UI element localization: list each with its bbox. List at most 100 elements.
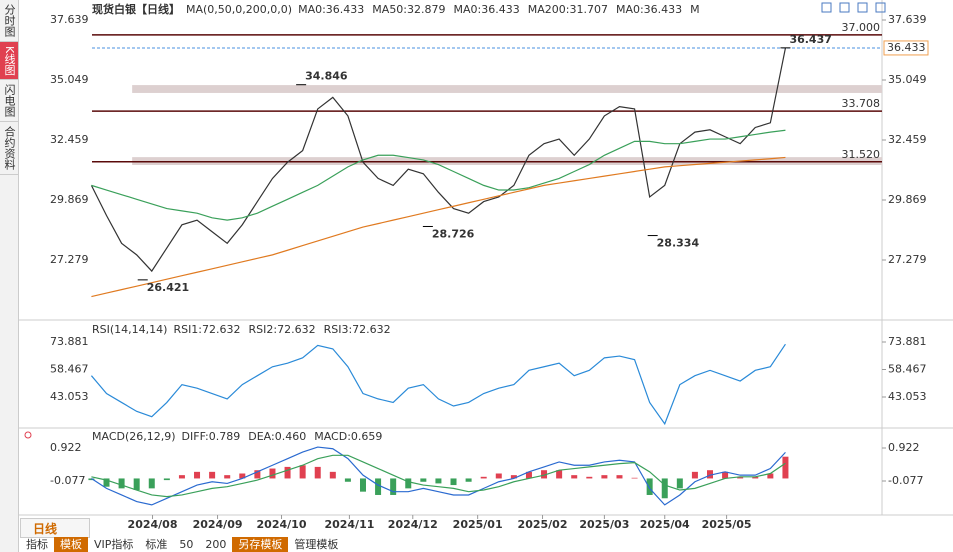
legend-item: DEA:0.460 xyxy=(248,430,306,443)
y-tick-label: 0.922 xyxy=(888,441,920,454)
histogram-bar xyxy=(390,478,397,495)
histogram-bar xyxy=(299,465,306,479)
histogram-bar xyxy=(752,476,759,479)
x-tick-label: 2024/09 xyxy=(193,518,243,531)
histogram-bar xyxy=(495,473,502,479)
legend-item: MA0:36.433 xyxy=(298,3,364,16)
y-tick-label: 29.869 xyxy=(888,193,927,206)
x-tick-label: 2025/02 xyxy=(518,518,568,531)
histogram-bar xyxy=(707,470,714,479)
histogram-bar xyxy=(344,478,351,482)
y-tick-label: 43.053 xyxy=(50,390,89,403)
histogram-bar xyxy=(178,475,185,479)
x-tick-label: 2025/05 xyxy=(702,518,752,531)
histogram-bar xyxy=(405,478,412,489)
series-line xyxy=(91,454,786,498)
legend-item: MA0:36.433 xyxy=(454,3,520,16)
histogram-bar xyxy=(480,476,487,479)
sidebar-tab[interactable]: 分时图 xyxy=(0,0,18,42)
y-tick-label: 37.639 xyxy=(888,13,927,26)
sidebar-tab[interactable]: 闪电图 xyxy=(0,80,18,123)
legend-item: RSI3:72.632 xyxy=(324,323,391,336)
histogram-bar xyxy=(118,478,125,489)
legend-item: MA200:31.707 xyxy=(528,3,608,16)
y-tick-label: 0.922 xyxy=(50,441,82,454)
y-tick-label: 43.053 xyxy=(888,390,927,403)
level-label: 37.000 xyxy=(842,21,881,34)
series-line xyxy=(91,446,786,506)
histogram-bar xyxy=(435,478,442,484)
toolbar-button[interactable]: 另存模板 xyxy=(232,537,289,552)
histogram-bar xyxy=(103,478,110,487)
level-label: 31.520 xyxy=(842,148,881,161)
histogram-bar xyxy=(194,471,201,479)
sidebar-tab[interactable]: K线图 xyxy=(0,42,18,81)
histogram-bar xyxy=(284,466,291,479)
toolbar-button[interactable]: 指标 xyxy=(26,538,48,551)
histogram-bar xyxy=(465,478,472,482)
histogram-bar xyxy=(541,470,548,479)
toolbar-button[interactable]: 标准 xyxy=(145,538,168,551)
x-tick-label: 2024/12 xyxy=(388,518,438,531)
toolbar-button[interactable]: 管理模板 xyxy=(294,538,339,551)
series-line xyxy=(91,129,786,221)
panel-title: MACD(26,12,9) xyxy=(92,430,176,443)
price-zone xyxy=(132,85,883,93)
histogram-bar xyxy=(148,478,155,489)
histogram-bar xyxy=(556,470,563,479)
histogram-bar xyxy=(224,475,231,479)
histogram-bar xyxy=(661,478,668,499)
y-tick-label: -0.077 xyxy=(50,474,85,487)
y-tick-label: 32.459 xyxy=(50,133,89,146)
period-tab[interactable]: 日线 xyxy=(20,518,90,538)
histogram-bar xyxy=(676,478,683,489)
extreme-label: 26.421 xyxy=(147,281,189,294)
y-tick-label: 27.279 xyxy=(50,253,89,266)
histogram-bar xyxy=(133,478,140,491)
histogram-bar xyxy=(163,478,170,481)
histogram-bar xyxy=(359,478,366,492)
y-tick-label: 73.881 xyxy=(50,335,89,348)
histogram-bar xyxy=(767,473,774,479)
extreme-label: 28.726 xyxy=(432,227,475,240)
toolbar-button[interactable]: 50 xyxy=(179,538,194,551)
y-tick-label: 32.459 xyxy=(888,133,927,146)
histogram-bar xyxy=(601,475,608,479)
toolbar-button[interactable]: 200 xyxy=(205,538,227,551)
sidebar: 分时图 K线图 闪电图 合约资料 xyxy=(0,0,19,552)
y-tick-label: 35.049 xyxy=(888,73,927,86)
toolbar-button[interactable]: 模板 xyxy=(54,537,88,552)
x-tick-label: 2024/08 xyxy=(128,518,178,531)
extreme-label: 36.437 xyxy=(789,33,831,46)
histogram-bar xyxy=(239,473,246,479)
histogram-bar xyxy=(782,456,789,479)
legend-item: RSI1:72.632 xyxy=(173,323,240,336)
toolbar-button[interactable]: VIP指标 xyxy=(94,538,134,551)
y-tick-label: 29.869 xyxy=(50,193,89,206)
histogram-bar xyxy=(88,478,95,481)
legend-item: RSI2:72.632 xyxy=(249,323,316,336)
sidebar-tab[interactable]: 合约资料 xyxy=(0,122,18,176)
y-tick-label: 27.279 xyxy=(888,253,927,266)
legend-item: MACD:0.659 xyxy=(314,430,382,443)
series-line xyxy=(90,47,787,273)
level-label: 33.708 xyxy=(842,97,881,110)
histogram-bar xyxy=(510,475,517,479)
histogram-bar xyxy=(691,471,698,479)
histogram-bar xyxy=(269,468,276,479)
y-tick-label: 35.049 xyxy=(50,73,89,86)
histogram-bar xyxy=(616,475,623,479)
histogram-bar xyxy=(254,470,261,479)
extreme-label: 34.846 xyxy=(305,70,348,83)
toolbar: 指标 模板 VIP指标 标准 50 200 另存模板 管理模板 xyxy=(20,537,344,552)
histogram-bar xyxy=(375,478,382,495)
y-tick-label: 58.467 xyxy=(888,362,927,375)
x-tick-label: 2024/10 xyxy=(257,518,307,531)
x-tick-label: 2025/01 xyxy=(453,518,503,531)
panel-title: RSI(14,14,14) xyxy=(92,323,167,336)
histogram-bar xyxy=(314,466,321,479)
y-tick-label: 37.639 xyxy=(50,13,89,26)
histogram-bar xyxy=(450,478,457,486)
extreme-label: 28.334 xyxy=(657,237,700,250)
